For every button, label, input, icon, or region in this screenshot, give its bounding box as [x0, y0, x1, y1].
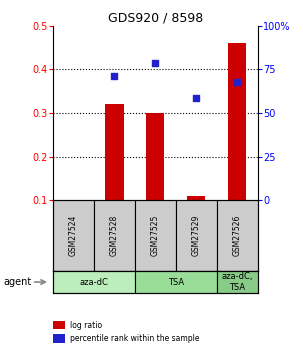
Bar [53, 271, 135, 293]
Bar [187, 196, 205, 200]
Bar [53, 200, 94, 271]
Bar [217, 200, 258, 271]
Bar [105, 104, 124, 200]
Point [235, 80, 239, 85]
Text: GSM27524: GSM27524 [69, 215, 78, 256]
Bar [217, 271, 258, 293]
Text: GSM27525: GSM27525 [151, 215, 160, 256]
Text: aza-dC: aza-dC [79, 277, 108, 287]
Bar [176, 200, 217, 271]
Text: agent: agent [3, 277, 31, 287]
Text: aza-dC,
TSA: aza-dC, TSA [221, 272, 253, 292]
Text: log ratio: log ratio [70, 321, 102, 330]
Bar [94, 200, 135, 271]
Text: percentile rank within the sample: percentile rank within the sample [70, 334, 199, 343]
Bar [146, 113, 165, 200]
Text: GSM27528: GSM27528 [110, 215, 119, 256]
Text: TSA: TSA [168, 277, 184, 287]
Point [153, 60, 158, 66]
Bar [228, 43, 246, 200]
Point [194, 95, 199, 100]
Title: GDS920 / 8598: GDS920 / 8598 [108, 12, 203, 25]
Bar [135, 271, 217, 293]
Bar [135, 200, 176, 271]
Point [112, 73, 117, 79]
Text: GSM27526: GSM27526 [233, 215, 241, 256]
Text: GSM27529: GSM27529 [192, 215, 201, 256]
